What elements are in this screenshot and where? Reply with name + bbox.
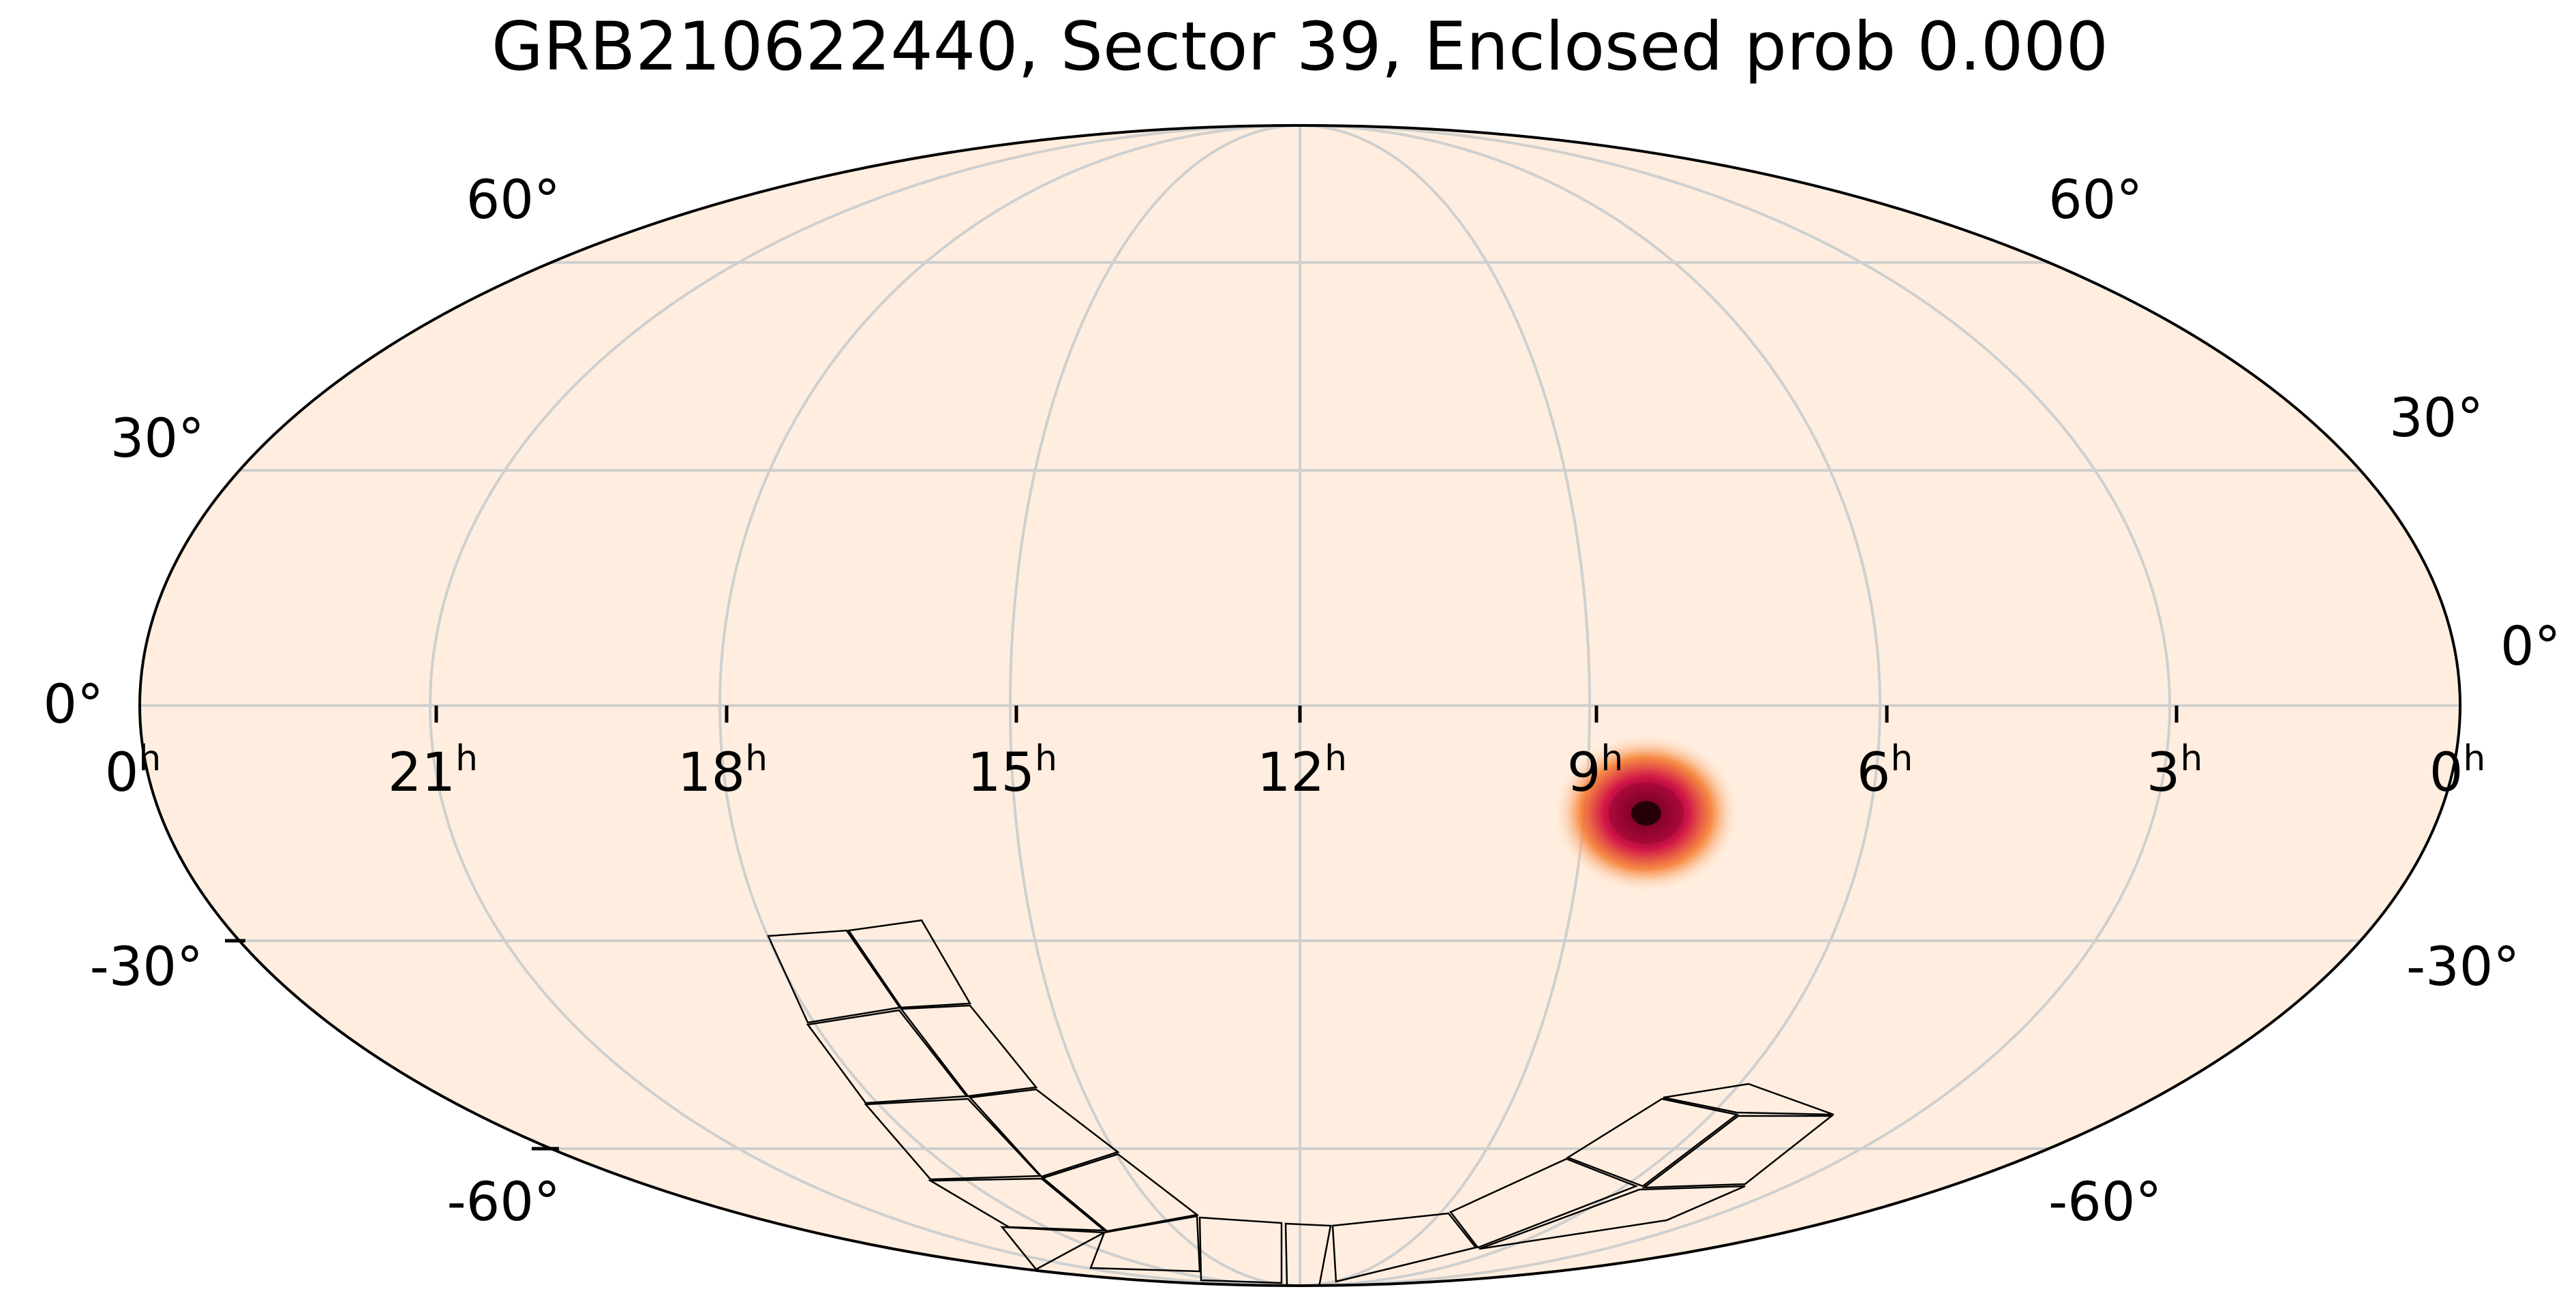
probability-hotspot (1552, 733, 1740, 894)
ra-tick-label: 18h (678, 738, 768, 804)
dec-tick-label: -30° (2406, 937, 2519, 998)
footprint-ccd (1663, 1083, 1834, 1116)
footprint-ccd (767, 929, 902, 1024)
sky-outline (138, 124, 2461, 1287)
ra-line-21h-3h (429, 125, 2171, 1286)
footprint-ccd (1479, 1185, 1746, 1250)
footprint-ccd (1641, 1115, 1834, 1189)
footprint-ccd (968, 1088, 1120, 1178)
footprint-ccd (1449, 1158, 1639, 1249)
dec-tick-label: 0° (2500, 616, 2561, 678)
dec-tick-labels-left: 60° 30° 0° -30° -60° (43, 170, 560, 1233)
dec-tick-label: 0° (43, 674, 104, 736)
footprint-ccd (1284, 1222, 1332, 1286)
footprint-ccd (806, 1009, 969, 1104)
dec-tick-label: 30° (2389, 388, 2483, 449)
footprint-ccd (1000, 1226, 1108, 1271)
map-title: GRB210622440, Sector 39, Enclosed prob 0… (491, 8, 2108, 86)
ra-tick-label: 15h (967, 738, 1057, 804)
footprint-ccd (1566, 1098, 1739, 1188)
ra-tick-marks (434, 706, 2179, 723)
footprint-ccd (927, 1177, 1107, 1232)
sector-footprint (767, 919, 1834, 1286)
dec-tick-label: -30° (90, 937, 203, 998)
dec-tick-label: -60° (447, 1172, 560, 1233)
ra-tick-label: 9h (1567, 738, 1624, 804)
dec-tick-labels-right: 60° 30° 0° -30° -60° (2048, 170, 2561, 1233)
ra-tick-label: 21h (388, 738, 478, 804)
footprint-ccd (1041, 1153, 1199, 1233)
footprint-ccd (899, 1004, 1038, 1098)
ra-tick-label: 3h (2147, 738, 2203, 804)
ra-tick-labels: 0h 21h 18h 15h 12h 9h 6h 3h 0h (105, 738, 2486, 804)
graticule (140, 125, 2460, 1286)
ra-tick-label: 12h (1257, 738, 1347, 804)
footprint-ccd (1198, 1216, 1283, 1284)
footprint-ccd (1331, 1212, 1478, 1283)
dec-tick-label: -60° (2048, 1172, 2162, 1233)
footprint-ccd (847, 919, 972, 1009)
dec-tick-marks (225, 939, 559, 1151)
ra-tick-label: 0h (2429, 738, 2486, 804)
ra-line-18h-6h (718, 125, 1881, 1286)
footprint-ccd (1089, 1215, 1201, 1273)
dec-tick-label: 30° (110, 408, 204, 470)
dec-tick-label: 60° (466, 170, 560, 231)
ra-tick-label: 6h (1857, 738, 1913, 804)
ra-line-15h-9h (1009, 125, 1591, 1286)
ra-tick-label: 0h (105, 738, 162, 804)
dec-tick-label: 60° (2048, 170, 2142, 231)
